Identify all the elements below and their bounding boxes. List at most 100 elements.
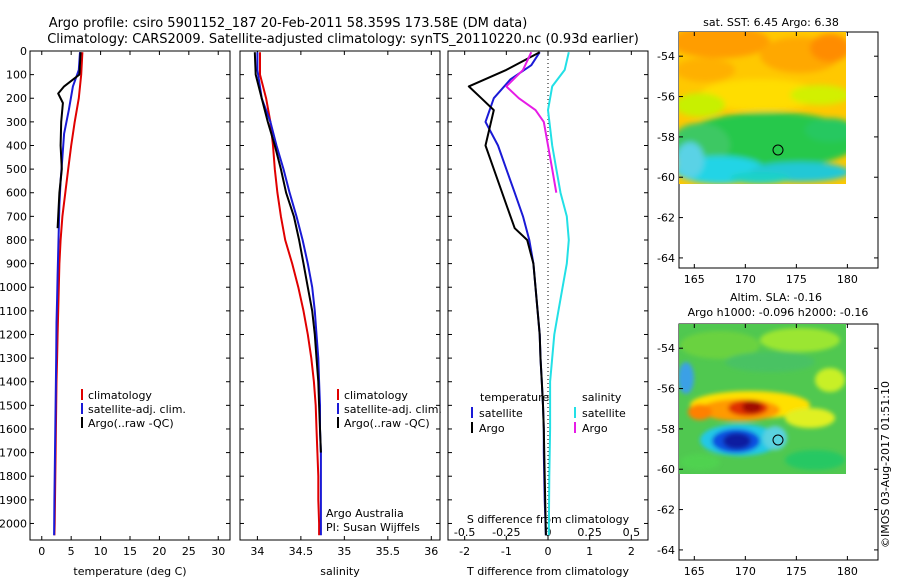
map-x-tick-label: 170	[735, 273, 756, 286]
figure-title-line2: Climatology: CARS2009. Satellite-adjuste…	[47, 32, 639, 47]
y-tick-label: 900	[6, 258, 27, 271]
x-axis-label: salinity	[320, 565, 360, 578]
x-tick-label: 25	[182, 545, 196, 558]
map-y-tick-label: -56	[657, 383, 675, 396]
y-tick-label: 700	[6, 210, 27, 223]
plot-frame	[29, 50, 231, 541]
map-x-tick-label: 175	[786, 273, 807, 286]
annotation-0: Argo Australia	[326, 507, 404, 520]
legend-label-climatology: climatology	[344, 389, 408, 402]
map-y-tick-label: -58	[657, 131, 675, 144]
series-line-satellite-2	[547, 51, 570, 536]
map-y-tick-label: -62	[657, 212, 675, 225]
s-tick-label: -0.5	[454, 526, 475, 539]
x-tick-label: 20	[152, 545, 166, 558]
legend-label-satellite-0: satellite	[479, 407, 523, 420]
legend-label-argo-1: Argo	[479, 422, 505, 435]
map-y-tick-label: -62	[657, 504, 675, 517]
legend-label-argo-3: Argo	[582, 422, 608, 435]
sla-heatmap	[679, 324, 846, 474]
y-tick-label: 1200	[0, 328, 27, 341]
y-tick-label: 500	[6, 163, 27, 176]
y-tick-label: 800	[6, 234, 27, 247]
x-tick-label: 30	[211, 545, 225, 558]
legend-label-satellite-adj-clim: satellite-adj. clim.	[88, 403, 186, 416]
x-tick-label: 34	[250, 545, 264, 558]
map-x-tick-label: 165	[684, 565, 705, 578]
x-tick-label: 35	[337, 545, 351, 558]
map-y-tick-label: -64	[657, 544, 675, 557]
y-tick-label: 1500	[0, 399, 27, 412]
difference-panel: -2 -1 0 1 2 T difference from climatology -0.5…	[447, 50, 649, 578]
sst-map-title: sat. SST: 6.45 Argo: 6.38	[703, 16, 839, 29]
series-line-argo-3	[505, 51, 558, 193]
x-tick-label: 36	[424, 545, 438, 558]
sla-map-title: Altim. SLA: -0.16	[730, 291, 822, 304]
y-tick-label: 1700	[0, 447, 27, 460]
x-tick-label: 10	[94, 545, 108, 558]
series-line-satellite-adj-clim-1	[53, 52, 81, 536]
salinity-panel: 34 34.5 35 35.5 36 salinity climatologysatelli…	[239, 50, 442, 578]
annotation-1: PI: Susan Wijffels	[326, 521, 420, 534]
y-tick-label: 1800	[0, 470, 27, 483]
sst-map-axes: 165 170 175 180 -54 -56 -58 -60 -62 -64	[657, 32, 878, 286]
x-tick-label: 0	[545, 545, 552, 558]
s-tick-label: 0.5	[623, 526, 641, 539]
legend-label-satellite-adj-clim: satellite-adj. clim.	[344, 403, 442, 416]
y-tick-label: 1900	[0, 494, 27, 507]
sla-map-subtitle: Argo h1000: -0.096 h2000: -0.16	[688, 306, 869, 319]
legend-header-salinity: salinity	[582, 391, 622, 404]
sst-map-panel: sat. SST: 6.45 Argo: 6.38 16	[657, 16, 879, 286]
sla-map-axes: 165 170 175 180 -54 -56 -58 -60 -62 -64	[657, 324, 878, 578]
map-y-tick-label: -54	[657, 50, 675, 63]
y-tick-label: 1000	[0, 281, 27, 294]
y-tick-label: 0	[20, 45, 27, 58]
s-tick-label: 0.25	[577, 526, 602, 539]
map-y-tick-label: -54	[657, 342, 675, 355]
x-tick-label: 1	[586, 545, 593, 558]
map-x-tick-label: 180	[837, 273, 858, 286]
y-tick-label: 200	[6, 92, 27, 105]
x-tick-label: 34.5	[289, 545, 314, 558]
x-tick-label: -2	[459, 545, 470, 558]
x-tick-label: 2	[628, 545, 635, 558]
y-tick-label: 2000	[0, 517, 27, 530]
x-tick-label: 35.5	[376, 545, 401, 558]
map-y-tick-label: -58	[657, 423, 675, 436]
y-tick-label: 1100	[0, 305, 27, 318]
legend-header-temperature: temperature	[480, 391, 549, 404]
legend-label-argo-raw-qc: Argo(..raw -QC)	[344, 417, 430, 430]
side-stamp: ©IMOS 03-Aug-2017 01:51:10	[879, 381, 892, 548]
y-tick-label: 1400	[0, 376, 27, 389]
x-axis-label: temperature (deg C)	[73, 565, 186, 578]
y-tick-label: 1300	[0, 352, 27, 365]
figure-title-line1: Argo profile: csiro 5901152_187 20-Feb-2…	[49, 16, 528, 31]
x-tick-label: 5	[68, 545, 75, 558]
map-x-tick-label: 170	[735, 565, 756, 578]
y-tick-label: 1600	[0, 423, 27, 436]
sla-argo-marker	[772, 434, 784, 446]
x-tick-label: 15	[123, 545, 137, 558]
map-y-tick-label: -64	[657, 252, 675, 265]
map-y-tick-label: -60	[657, 463, 675, 476]
legend-label-argo-raw-qc: Argo(..raw -QC)	[88, 417, 174, 430]
legend-label-climatology: climatology	[88, 389, 152, 402]
series-line-argo-raw-qc-2	[56, 52, 82, 229]
series-line-argo-raw-qc-2	[253, 52, 322, 453]
x-tick-label: -1	[501, 545, 512, 558]
sst-heatmap	[679, 32, 846, 184]
sst-argo-marker	[772, 144, 784, 156]
x-axis-label: T difference from climatology	[466, 565, 629, 578]
series-line-argo-1	[467, 51, 547, 536]
map-x-tick-label: 175	[786, 565, 807, 578]
y-tick-label: 300	[6, 116, 27, 129]
legend-label-satellite-2: satellite	[582, 407, 626, 420]
x-tick-label: 0	[38, 545, 45, 558]
y-tick-label: 600	[6, 187, 27, 200]
sla-map-panel: Altim. SLA: -0.16 Argo h1000: -0.096 h20…	[657, 291, 879, 578]
map-y-tick-label: -60	[657, 171, 675, 184]
map-y-tick-label: -56	[657, 91, 675, 104]
temperature-panel: 0 5 10 15 20 25 300100200300400500600700800900…	[0, 45, 231, 578]
map-x-tick-label: 180	[837, 565, 858, 578]
